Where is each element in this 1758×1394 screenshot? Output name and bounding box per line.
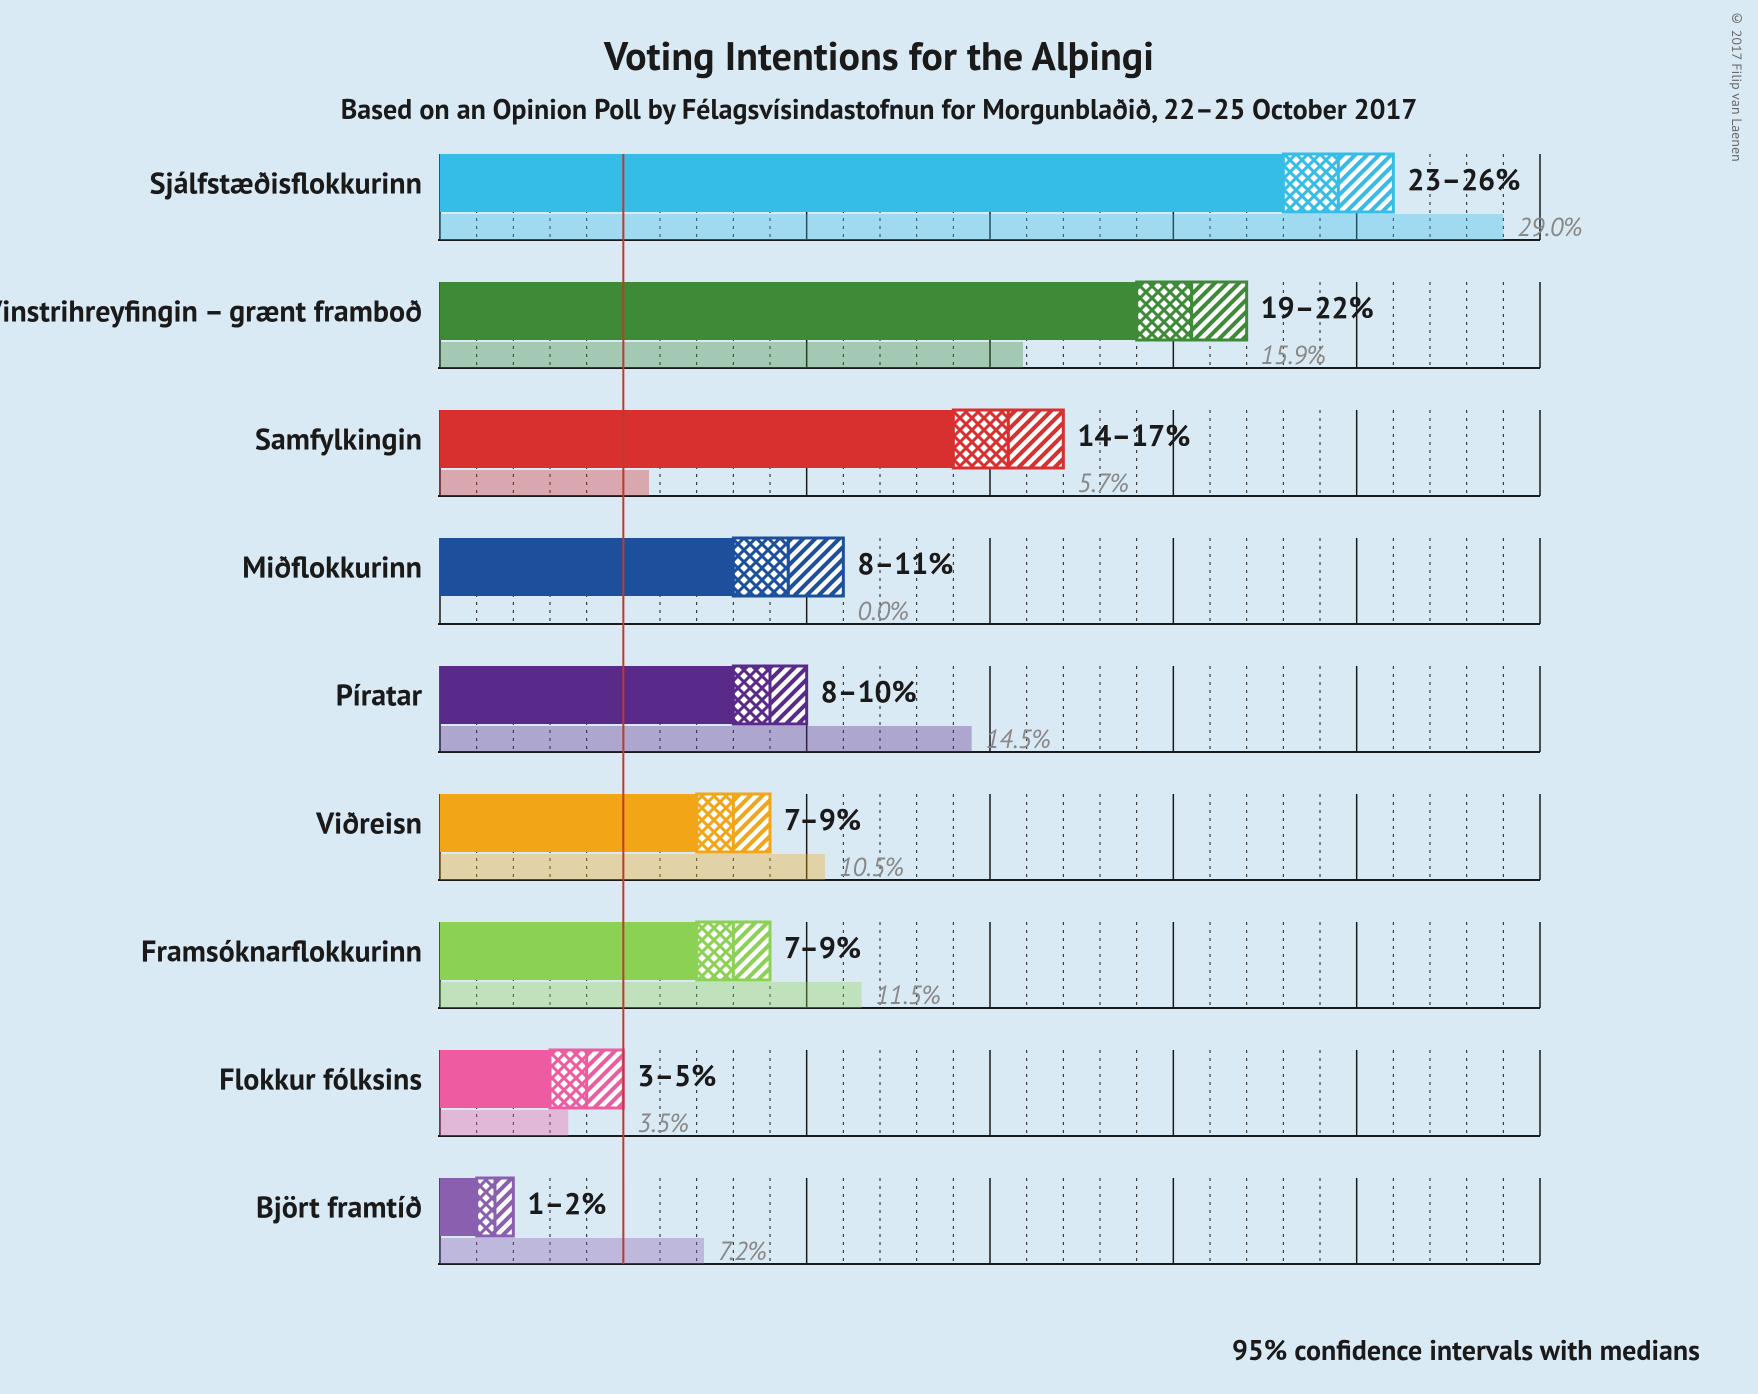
- party-label: Vinstrihreyfingin – grænt framboð: [0, 291, 422, 330]
- prev-label: 29.0%: [1517, 211, 1582, 244]
- range-label: 8–11%: [857, 544, 953, 583]
- bar-ci-low: [550, 1050, 587, 1108]
- bar-solid: [440, 794, 697, 852]
- bar-ci-high: [788, 538, 843, 596]
- bar-ci-low: [953, 410, 1008, 468]
- prev-label: 10.5%: [839, 851, 904, 884]
- range-label: 19–22%: [1261, 288, 1374, 327]
- bar-ci-low: [733, 666, 770, 724]
- prev-bar: [440, 1238, 704, 1264]
- bar-solid: [440, 154, 1283, 212]
- prev-label: 3.5%: [637, 1107, 689, 1140]
- party-label: Samfylkingin: [255, 419, 422, 458]
- bar-ci-high: [733, 922, 770, 980]
- prev-label: 0.0%: [857, 595, 909, 628]
- prev-bar: [440, 854, 825, 880]
- range-label: 7–9%: [784, 928, 861, 967]
- range-label: 14–17%: [1077, 416, 1190, 455]
- bar-ci-high: [495, 1178, 513, 1236]
- bar-ci-high: [587, 1050, 624, 1108]
- poll-chart: Sjálfstæðisflokkurinn 23–26% 29.0% Vinstrih…: [0, 130, 1758, 1330]
- bar-ci-low: [697, 794, 734, 852]
- prev-label: 15.9%: [1261, 339, 1326, 372]
- chart-footer: 95% confidence intervals with medians: [1232, 1331, 1700, 1368]
- party-label: Miðflokkurinn: [242, 547, 422, 586]
- prev-bar: [440, 726, 972, 752]
- bar-solid: [440, 282, 1137, 340]
- party-label: Sjálfstæðisflokkurinn: [150, 163, 422, 202]
- bar-ci-high: [1008, 410, 1063, 468]
- party-label: Björt framtíð: [256, 1187, 422, 1226]
- bar-ci-low: [1137, 282, 1192, 340]
- prev-label: 7.2%: [718, 1235, 767, 1268]
- bar-ci-high: [733, 794, 770, 852]
- bar-ci-high: [1338, 154, 1393, 212]
- bar-ci-high: [1192, 282, 1247, 340]
- bar-solid: [440, 922, 697, 980]
- bar-ci-low: [477, 1178, 495, 1236]
- party-label: Flokkur fólksins: [219, 1059, 422, 1098]
- bar-ci-low: [733, 538, 788, 596]
- range-label: 3–5%: [637, 1056, 716, 1095]
- bar-solid: [440, 1050, 550, 1108]
- bar-ci-low: [697, 922, 734, 980]
- range-label: 8–10%: [821, 672, 917, 711]
- bar-solid: [440, 666, 733, 724]
- prev-label: 5.7%: [1077, 467, 1129, 500]
- chart-subtitle: Based on an Opinion Poll by Félagsvísind…: [0, 90, 1758, 127]
- bar-solid: [440, 538, 733, 596]
- prev-label: 14.5%: [986, 723, 1051, 756]
- bar-solid: [440, 1178, 477, 1236]
- chart-title: Voting Intentions for the Alþingi: [0, 0, 1758, 82]
- bar-ci-low: [1283, 154, 1338, 212]
- prev-bar: [440, 214, 1503, 240]
- prev-bar: [440, 470, 649, 496]
- range-label: 7–9%: [784, 800, 861, 839]
- prev-label: 11.5%: [876, 979, 941, 1012]
- party-label: Viðreisn: [315, 803, 422, 842]
- bar-solid: [440, 410, 953, 468]
- range-label: 23–26%: [1407, 160, 1520, 199]
- range-label: 1–2%: [527, 1184, 606, 1223]
- prev-bar: [440, 342, 1023, 368]
- party-label: Framsóknarflokkurinn: [141, 931, 422, 970]
- prev-bar: [440, 982, 862, 1008]
- party-label: Píratar: [336, 675, 423, 714]
- bar-ci-high: [770, 666, 807, 724]
- prev-bar: [440, 1110, 568, 1136]
